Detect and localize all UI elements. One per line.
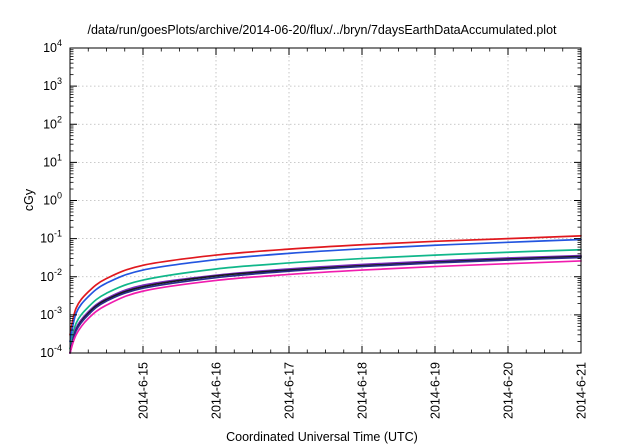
- series-line-6: [69, 256, 582, 354]
- series-line-2: [69, 238, 582, 343]
- x-tick-label: 2014-6-20: [502, 362, 516, 419]
- grid: [70, 48, 581, 353]
- y-tick-label: 100: [43, 191, 62, 208]
- series-line-5: [69, 255, 582, 354]
- y-tick-label: 10-1: [40, 229, 62, 246]
- series-group: [69, 235, 582, 354]
- y-tick-label: 104: [43, 38, 62, 55]
- y-axis-label: cGy: [22, 188, 36, 211]
- y-tick-label: 10-2: [40, 267, 62, 284]
- series-line-1: [69, 235, 582, 336]
- y-tick-label: 10-3: [40, 305, 62, 322]
- y-tick-label: 102: [43, 114, 62, 131]
- x-tick-label: 2014-6-15: [137, 362, 151, 419]
- chart-title: /data/run/goesPlots/archive/2014-06-20/f…: [87, 23, 557, 37]
- x-tick-label: 2014-6-17: [283, 362, 297, 419]
- y-tick-label: 103: [43, 76, 62, 93]
- x-ticks: 2014-6-15 2014-6-16 2014-6-17 2014-6-18 2014…: [87, 48, 589, 419]
- series-line-3: [69, 248, 582, 350]
- x-axis-label: Coordinated Universal Time (UTC): [226, 430, 418, 444]
- x-tick-label: 2014-6-19: [429, 362, 443, 419]
- x-tick-label: 2014-6-21: [575, 362, 589, 419]
- x-tick-label: 2014-6-18: [356, 362, 370, 419]
- y-tick-label: 101: [43, 152, 62, 169]
- x-tick-label: 2014-6-16: [210, 362, 224, 419]
- series-line-7: [69, 260, 582, 354]
- y-ticks: 10-4 10-3 10-2 10-1 100 101 102 103 104: [40, 38, 581, 360]
- y-tick-label: 10-4: [40, 343, 62, 360]
